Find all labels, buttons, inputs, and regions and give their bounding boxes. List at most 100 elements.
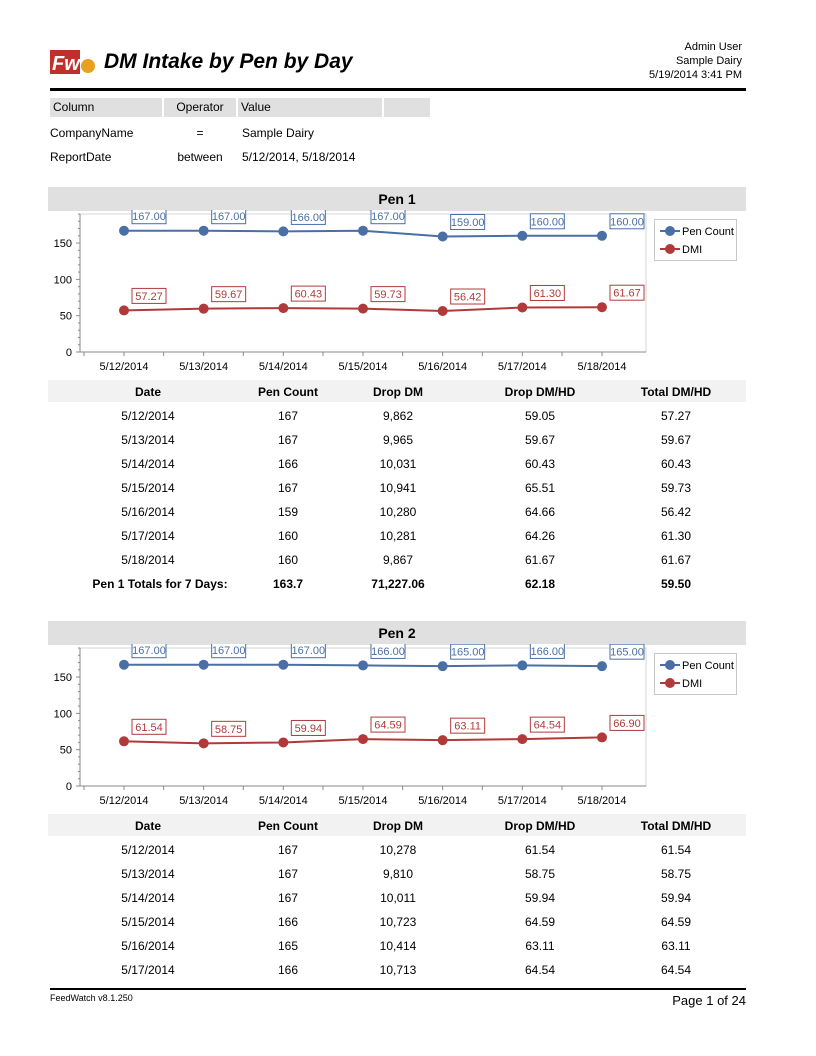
data-point — [437, 306, 448, 317]
data-point — [517, 230, 528, 241]
data-label-box — [131, 210, 167, 225]
x-tick-label: 5/18/2014 — [578, 361, 627, 373]
data-label-box — [370, 286, 406, 303]
data-label-box — [131, 718, 167, 735]
data-point — [437, 735, 448, 746]
data-label: 159.00 — [451, 217, 485, 229]
legend-marker-dmi — [665, 244, 675, 254]
data-label: 166.00 — [531, 646, 565, 658]
data-label-box — [290, 285, 326, 302]
cell-date: 5/16/2014 — [121, 939, 175, 953]
header-rule — [50, 88, 746, 91]
x-tick-label: 5/17/2014 — [498, 795, 547, 807]
cell-total-dm-hd: 59.94 — [660, 891, 692, 905]
cell-drop-dm-hd: 59.67 — [524, 433, 556, 447]
data-label-box — [450, 288, 486, 305]
cell-total-dm-hd: 61.54 — [660, 843, 692, 857]
cell-pen-count: 167 — [277, 843, 299, 857]
footer-rule — [50, 988, 746, 990]
filter-operator: between — [177, 150, 223, 164]
data-label: 167.00 — [132, 645, 166, 657]
page-number: Page 1 of 24 — [672, 993, 746, 1008]
data-label-box — [211, 720, 247, 737]
software-version: FeedWatch v8.1.250 — [50, 993, 133, 1003]
cell-pen-count: 167 — [277, 409, 299, 423]
cell-drop-dm-hd: 64.66 — [524, 505, 556, 519]
cell-pen-count: 167 — [277, 867, 299, 881]
data-point — [358, 225, 368, 236]
data-label-box — [529, 644, 565, 659]
company-name: Sample Dairy — [675, 55, 742, 67]
y-tick-label: 100 — [54, 708, 72, 720]
totals-label: Pen 1 Totals for 7 Days: — [92, 577, 228, 591]
data-label-box — [370, 716, 406, 733]
data-label: 60.43 — [295, 289, 323, 301]
y-tick-label: 50 — [60, 745, 72, 757]
filter-header-operator: Operator — [164, 98, 236, 117]
data-point — [597, 661, 607, 672]
total-pen-count: 163.7 — [272, 577, 304, 591]
filter-column: ReportDate — [50, 150, 112, 164]
y-tick-label: 150 — [54, 672, 72, 684]
cell-drop-dm-hd: 64.26 — [524, 529, 556, 543]
cell-total-dm-hd: 57.27 — [660, 409, 692, 423]
cell-drop-dm: 9,862 — [382, 409, 414, 423]
x-tick-label: 5/16/2014 — [418, 361, 467, 373]
data-label: 166.00 — [371, 646, 405, 658]
x-tick-label: 5/16/2014 — [418, 795, 467, 807]
col-header-drop-dm-hd: Drop DM/HD — [504, 385, 576, 399]
cell-total-dm-hd: 60.43 — [660, 457, 692, 471]
data-label-box — [529, 284, 565, 301]
filter-header-column: Column — [50, 98, 162, 117]
filter-value: Sample Dairy — [242, 126, 315, 140]
filter-value: 5/12/2014, 5/18/2014 — [242, 150, 356, 164]
y-tick-label: 0 — [66, 347, 72, 359]
cell-total-dm-hd: 64.59 — [660, 915, 692, 929]
pen1-line-chart: 0 50 100 150 5/12/2014 5/13/2014 5/14/2014 5/15… — [54, 210, 647, 373]
pen2-chart-legend: Pen Count DMI — [654, 653, 737, 695]
data-point — [358, 660, 368, 671]
data-label-box — [370, 210, 406, 225]
cell-date: 5/16/2014 — [121, 505, 175, 519]
cell-pen-count: 160 — [277, 553, 299, 567]
data-point — [358, 734, 368, 745]
col-header-total-dm-hd: Total DM/HD — [640, 385, 712, 399]
data-point — [358, 303, 368, 314]
cell-drop-dm-hd: 58.75 — [524, 867, 556, 881]
cell-drop-dm-hd: 65.51 — [524, 481, 556, 495]
data-label-box — [211, 210, 247, 225]
logo-text: Fw — [52, 53, 81, 75]
col-header-pen-count: Pen Count — [258, 385, 318, 399]
total-total-dm-hd: 59.50 — [660, 577, 692, 591]
x-tick-label: 5/12/2014 — [100, 795, 149, 807]
user-name: Admin User — [684, 41, 742, 53]
data-label: 167.00 — [212, 645, 246, 657]
data-point — [278, 303, 289, 314]
data-label: 58.75 — [215, 724, 243, 736]
cell-date: 5/14/2014 — [121, 891, 175, 905]
data-label-box — [450, 644, 486, 660]
data-point — [517, 660, 528, 671]
data-point — [597, 732, 607, 743]
x-tick-label: 5/13/2014 — [179, 795, 228, 807]
cell-pen-count: 167 — [277, 891, 299, 905]
data-label: 167.00 — [212, 211, 246, 223]
data-label: 57.27 — [135, 291, 163, 303]
x-tick-label: 5/17/2014 — [498, 361, 547, 373]
data-point — [597, 230, 607, 241]
data-label-box — [290, 210, 326, 225]
filter-operator: = — [196, 126, 204, 140]
pen1-chart-legend: Pen Count DMI — [654, 219, 737, 261]
cell-date: 5/15/2014 — [121, 481, 175, 495]
pen-section-title: Pen 1 — [48, 187, 746, 211]
y-tick-label: 0 — [66, 781, 72, 793]
cell-date: 5/18/2014 — [121, 553, 175, 567]
data-label: 167.00 — [132, 211, 166, 223]
cell-date: 5/17/2014 — [121, 963, 175, 977]
y-tick-label: 50 — [60, 311, 72, 323]
cell-total-dm-hd: 56.42 — [660, 505, 692, 519]
data-label-box — [211, 644, 247, 659]
cell-total-dm-hd: 61.30 — [660, 529, 692, 543]
col-header-date: Date — [134, 819, 161, 833]
data-label: 61.54 — [135, 722, 163, 734]
